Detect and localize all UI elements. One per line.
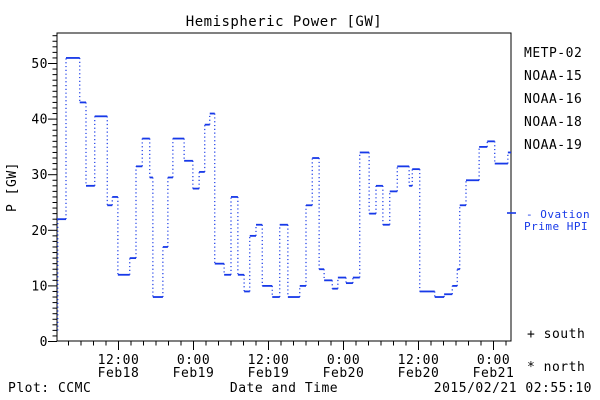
- plot-border: [56, 32, 512, 342]
- x-tick-date-label: Feb19: [173, 366, 215, 381]
- south-marker-label: + south: [527, 327, 585, 342]
- x-axis-title: Date and Time: [230, 381, 338, 396]
- x-tick-date-label: Feb20: [398, 366, 440, 381]
- x-tick-time-label: 12:00: [398, 353, 440, 368]
- legend-item-noaa-19: NOAA-19: [524, 138, 582, 153]
- y-tick-label: 20: [31, 224, 48, 239]
- x-tick-date-label: Feb18: [98, 366, 140, 381]
- chart-dynamic-layer: 0102030405012:00Feb180:00Feb1912:00Feb19…: [31, 32, 582, 381]
- y-tick-label: 0: [40, 335, 48, 350]
- legend-item-noaa-15: NOAA-15: [524, 69, 582, 84]
- x-tick-time-label: 12:00: [98, 353, 140, 368]
- x-tick-time-label: 12:00: [248, 353, 290, 368]
- x-tick-time-label: 0:00: [177, 353, 210, 368]
- x-tick-date-label: Feb19: [248, 366, 290, 381]
- y-tick-label: 50: [31, 57, 48, 72]
- ovation-legend-line2: Prime HPI: [524, 220, 588, 233]
- x-tick-time-label: 0:00: [477, 353, 510, 368]
- legend-item-metp-02: METP-02: [524, 46, 582, 61]
- timestamp: 2015/02/21 02:55:10: [434, 381, 592, 396]
- north-marker-label: * north: [527, 360, 585, 375]
- y-tick-label: 10: [31, 279, 48, 294]
- y-tick-label: 40: [31, 113, 48, 128]
- x-tick-date-label: Feb20: [323, 366, 365, 381]
- legend-item-noaa-18: NOAA-18: [524, 115, 582, 130]
- y-axis-title: P [GW]: [5, 162, 20, 212]
- ovation-legend-line1: - Ovation: [526, 208, 590, 221]
- x-tick-time-label: 0:00: [327, 353, 360, 368]
- x-tick-date-label: Feb21: [473, 366, 515, 381]
- chart-title: Hemispheric Power [GW]: [186, 14, 382, 30]
- plot-credit: Plot: CCMC: [8, 381, 91, 396]
- y-tick-label: 30: [31, 168, 48, 183]
- legend-item-noaa-16: NOAA-16: [524, 92, 582, 107]
